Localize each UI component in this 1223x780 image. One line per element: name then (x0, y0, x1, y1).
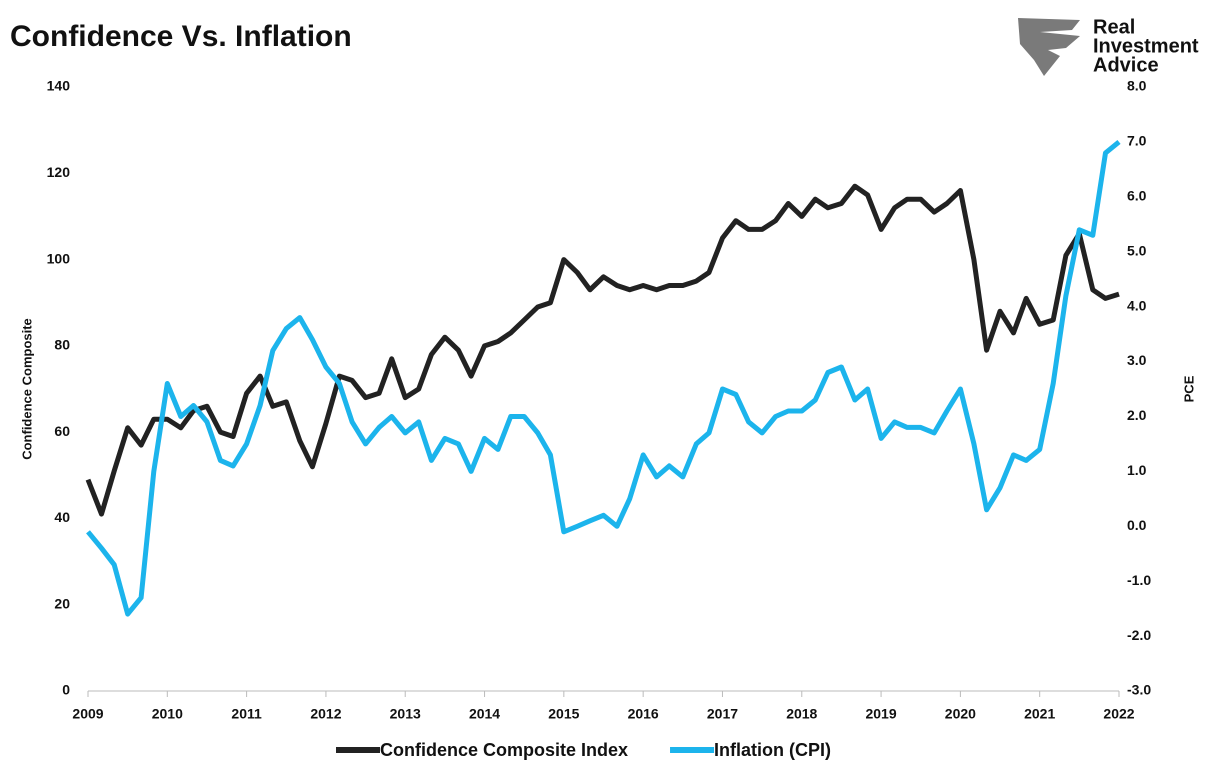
y-tick-label: 120 (47, 164, 71, 180)
y2-tick-label: 5.0 (1127, 242, 1147, 258)
y-tick-label: 100 (47, 250, 71, 266)
y2-axis-label: PCE (1181, 375, 1196, 402)
x-tick-label: 2018 (786, 706, 817, 722)
y-tick-label: 60 (54, 423, 70, 439)
y2-tick-label: -2.0 (1127, 627, 1151, 643)
logo-text: Investment (1093, 35, 1199, 57)
x-tick-label: 2017 (707, 706, 738, 722)
y-axis-label: Confidence Composite (19, 318, 34, 460)
y2-tick-label: 0.0 (1127, 517, 1147, 533)
x-tick-label: 2015 (548, 706, 579, 722)
x-tick-label: 2014 (469, 706, 500, 722)
logo: Real Investment Advice (1018, 16, 1199, 76)
logo-text: Advice (1093, 54, 1159, 76)
y2-tick-label: 7.0 (1127, 133, 1147, 149)
series-line (85, 183, 1120, 517)
x-tick-label: 2020 (945, 706, 976, 722)
y2-tick-label: -1.0 (1127, 572, 1151, 588)
chart-title: Confidence Vs. Inflation (10, 20, 352, 53)
y2-tick-label: 8.0 (1127, 78, 1147, 94)
series-line (86, 139, 1121, 617)
x-tick-label: 2013 (390, 706, 421, 722)
legend-label: Confidence Composite Index (380, 740, 628, 760)
y-tick-label: 40 (54, 509, 70, 525)
y2-tick-label: 6.0 (1127, 188, 1147, 204)
y-tick-label: 20 (54, 595, 70, 611)
y2-tick-label: -3.0 (1127, 682, 1151, 698)
y-tick-label: 140 (47, 78, 71, 94)
x-tick-label: 2011 (231, 706, 262, 722)
y2-tick-label: 4.0 (1127, 297, 1147, 313)
x-tick-label: 2010 (152, 706, 183, 722)
x-tick-label: 2016 (628, 706, 659, 722)
y2-tick-label: 2.0 (1127, 407, 1147, 423)
logo-text: Real (1093, 16, 1135, 38)
x-tick-label: 2019 (865, 706, 896, 722)
y-tick-label: 0 (62, 682, 70, 698)
x-tick-label: 2012 (310, 706, 341, 722)
legend-label: Inflation (CPI) (714, 740, 831, 760)
y2-tick-label: 3.0 (1127, 352, 1147, 368)
logo-mark (1018, 18, 1080, 76)
y2-tick-label: 1.0 (1127, 462, 1147, 478)
x-tick-label: 2022 (1103, 706, 1134, 722)
y-tick-label: 80 (54, 337, 70, 353)
x-tick-label: 2009 (72, 706, 103, 722)
x-tick-label: 2021 (1024, 706, 1055, 722)
